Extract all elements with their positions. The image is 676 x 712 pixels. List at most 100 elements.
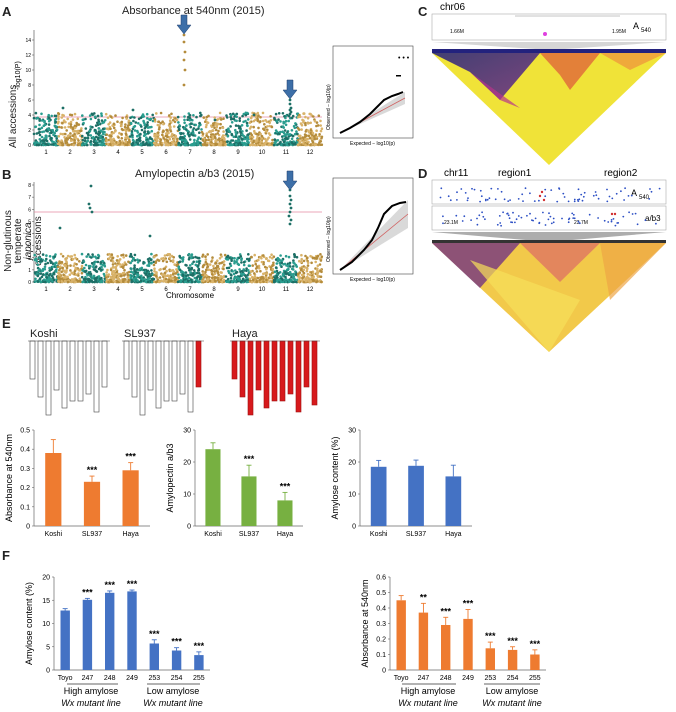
bar-E1-0 — [45, 453, 62, 526]
bar-F1-2 — [105, 592, 115, 670]
chromosome-tick-manA-7: 7 — [188, 150, 192, 156]
ytick-label-F1-1: 5 — [46, 644, 50, 651]
ytick-label-F2-1: 0.1 — [376, 652, 386, 659]
xtick-label-E3-1: SL937 — [406, 531, 426, 538]
panel-d-trait2: a/b3 — [645, 214, 661, 223]
ytick-manA-7: 14 — [25, 38, 31, 44]
sig-label-F1-5: *** — [171, 637, 182, 647]
bar-F2-1 — [418, 612, 429, 670]
manhattan-a-ylabel: -log10(P) — [15, 61, 22, 90]
panel-d-chrom: chr11 — [444, 168, 469, 179]
qq-a-xlabel: Expected − log10(p) — [350, 141, 395, 147]
bar-F2-6 — [530, 654, 540, 670]
chromosome-tick-manB-3: 3 — [92, 287, 96, 293]
sig-label-F2-2: *** — [440, 606, 451, 616]
ylabel-F2: Absorbance at 540nm — [360, 579, 370, 667]
chromosome-tick-manA-2: 2 — [68, 150, 72, 156]
panel-d-region1: region1 — [498, 168, 532, 179]
bar-E2-2 — [277, 500, 293, 526]
chromosome-tick-manB-2: 2 — [68, 287, 72, 293]
xtick-label-F1-4: 253 — [148, 675, 160, 682]
xtick-label-F1-6: 255 — [193, 675, 205, 682]
panel-label-f: F — [2, 548, 10, 563]
xtick-label-F1-2: 248 — [104, 675, 116, 682]
panel-d-trait1-sub: 540 — [639, 195, 650, 201]
f1-group-low-1: Low amylose — [147, 686, 200, 696]
bar-E1-2 — [122, 470, 139, 526]
arrow-icon-a-chr5 — [176, 14, 192, 35]
ytick-manB-8: 8 — [28, 183, 31, 189]
ytick-label-F1-3: 15 — [42, 598, 50, 605]
qq-a-ylabel: Observed − log10(p) — [326, 84, 332, 130]
xtick-label-E2-2: Haya — [277, 531, 293, 538]
ytick-manB-7: 7 — [28, 195, 31, 201]
panel-d-region2: region2 — [604, 168, 638, 179]
xtick-label-F2-1: 247 — [418, 675, 430, 682]
panel-b-title: Amylopectin a/b3 (2015) — [135, 168, 255, 180]
chromosome-tick-manA-10: 10 — [259, 150, 266, 156]
chromosome-tick-manA-8: 8 — [212, 150, 216, 156]
ytick-manA-0: 0 — [28, 143, 31, 149]
chromosome-tick-manB-7: 7 — [188, 287, 192, 293]
panel-d-trait1: A — [631, 188, 637, 198]
xtick-label-E3-0: Koshi — [370, 531, 388, 538]
bar-F2-5 — [507, 649, 518, 670]
chromosome-tick-manA-5: 5 — [140, 150, 144, 156]
f2-group-high-1: High amylose — [401, 686, 456, 696]
ytick-label-E1-0: 0 — [26, 524, 30, 531]
bar-E2-0 — [205, 449, 221, 526]
chain-length-glyphs — [28, 340, 320, 416]
sig-label-E2-1: *** — [244, 454, 255, 464]
ytick-label-E1-2: 0.2 — [20, 485, 30, 492]
chromosome-tick-manB-4: 4 — [116, 287, 120, 293]
sig-label-F2-5: *** — [507, 636, 518, 646]
ytick-label-E1-3: 0.3 — [20, 466, 30, 473]
ytick-manA-3: 6 — [28, 98, 31, 104]
ytick-label-F2-6: 0.6 — [376, 575, 386, 582]
xtick-label-E1-1: SL937 — [82, 531, 102, 538]
ytick-label-E1-4: 0.4 — [20, 447, 30, 454]
xtick-label-F2-4: 253 — [484, 675, 496, 682]
ylabel-F1: Amylose content (%) — [24, 582, 34, 665]
panel-a-title: Absorbance at 540nm (2015) — [122, 5, 265, 17]
ytick-manA-5: 10 — [25, 68, 31, 74]
ytick-manA-6: 12 — [25, 53, 31, 59]
qq-b-xlabel: Expected − log10(p) — [350, 277, 395, 283]
ld-heatmap-d: chr11 region1 region2 A 540 a/b3 23.1M 2… — [431, 168, 667, 352]
ytick-manB-5: 5 — [28, 219, 31, 225]
xtick-label-F1-1: 247 — [82, 675, 94, 682]
arrow-icon-b-chr11 — [282, 170, 298, 191]
ytick-manB-2: 2 — [28, 256, 31, 262]
ytick-label-F2-4: 0.4 — [376, 606, 386, 613]
chromosome-tick-manB-5: 5 — [140, 287, 144, 293]
bar-F1-5 — [171, 650, 182, 670]
ytick-label-E1-1: 0.1 — [20, 504, 30, 511]
ytick-label-E2-3: 30 — [183, 428, 191, 435]
panel-label-b: B — [2, 167, 12, 182]
ylabel-E2: Amylopectin a/b3 — [165, 443, 175, 512]
group-labels-f2: High amylose Wx mutant line Low amylose … — [398, 683, 542, 708]
bar-E3-2 — [445, 476, 462, 526]
arrow-icon-a-chr11 — [282, 79, 298, 100]
panel-label-d: D — [418, 166, 428, 181]
panel-c-trait-sub: 540 — [641, 28, 652, 34]
panel-c-left-pos: 1.66M — [450, 29, 464, 35]
ytick-label-E3-2: 20 — [348, 460, 356, 467]
sig-label-E1-1: *** — [87, 465, 98, 475]
sig-label-F2-3: *** — [463, 599, 474, 609]
variety-label-sl937: SL937 — [124, 328, 156, 340]
ytick-label-E3-1: 10 — [348, 492, 356, 499]
ytick-label-E2-0: 0 — [187, 524, 191, 531]
chromosome-tick-manB-10: 10 — [259, 287, 266, 293]
xtick-label-F1-3: 249 — [126, 675, 138, 682]
sig-label-F2-1: ** — [420, 592, 428, 602]
bar-chart-E2: 0 10 20 30 Amylopectin a/b3 Koshi SL937 *** Haya… — [165, 428, 303, 538]
chromosome-tick-manA-6: 6 — [164, 150, 168, 156]
ytick-label-E3-0: 0 — [352, 524, 356, 531]
bar-F2-0 — [396, 600, 406, 671]
xtick-label-F2-2: 248 — [440, 675, 452, 682]
xtick-label-F2-6: 255 — [529, 675, 541, 682]
ytick-manA-2: 4 — [28, 113, 31, 119]
